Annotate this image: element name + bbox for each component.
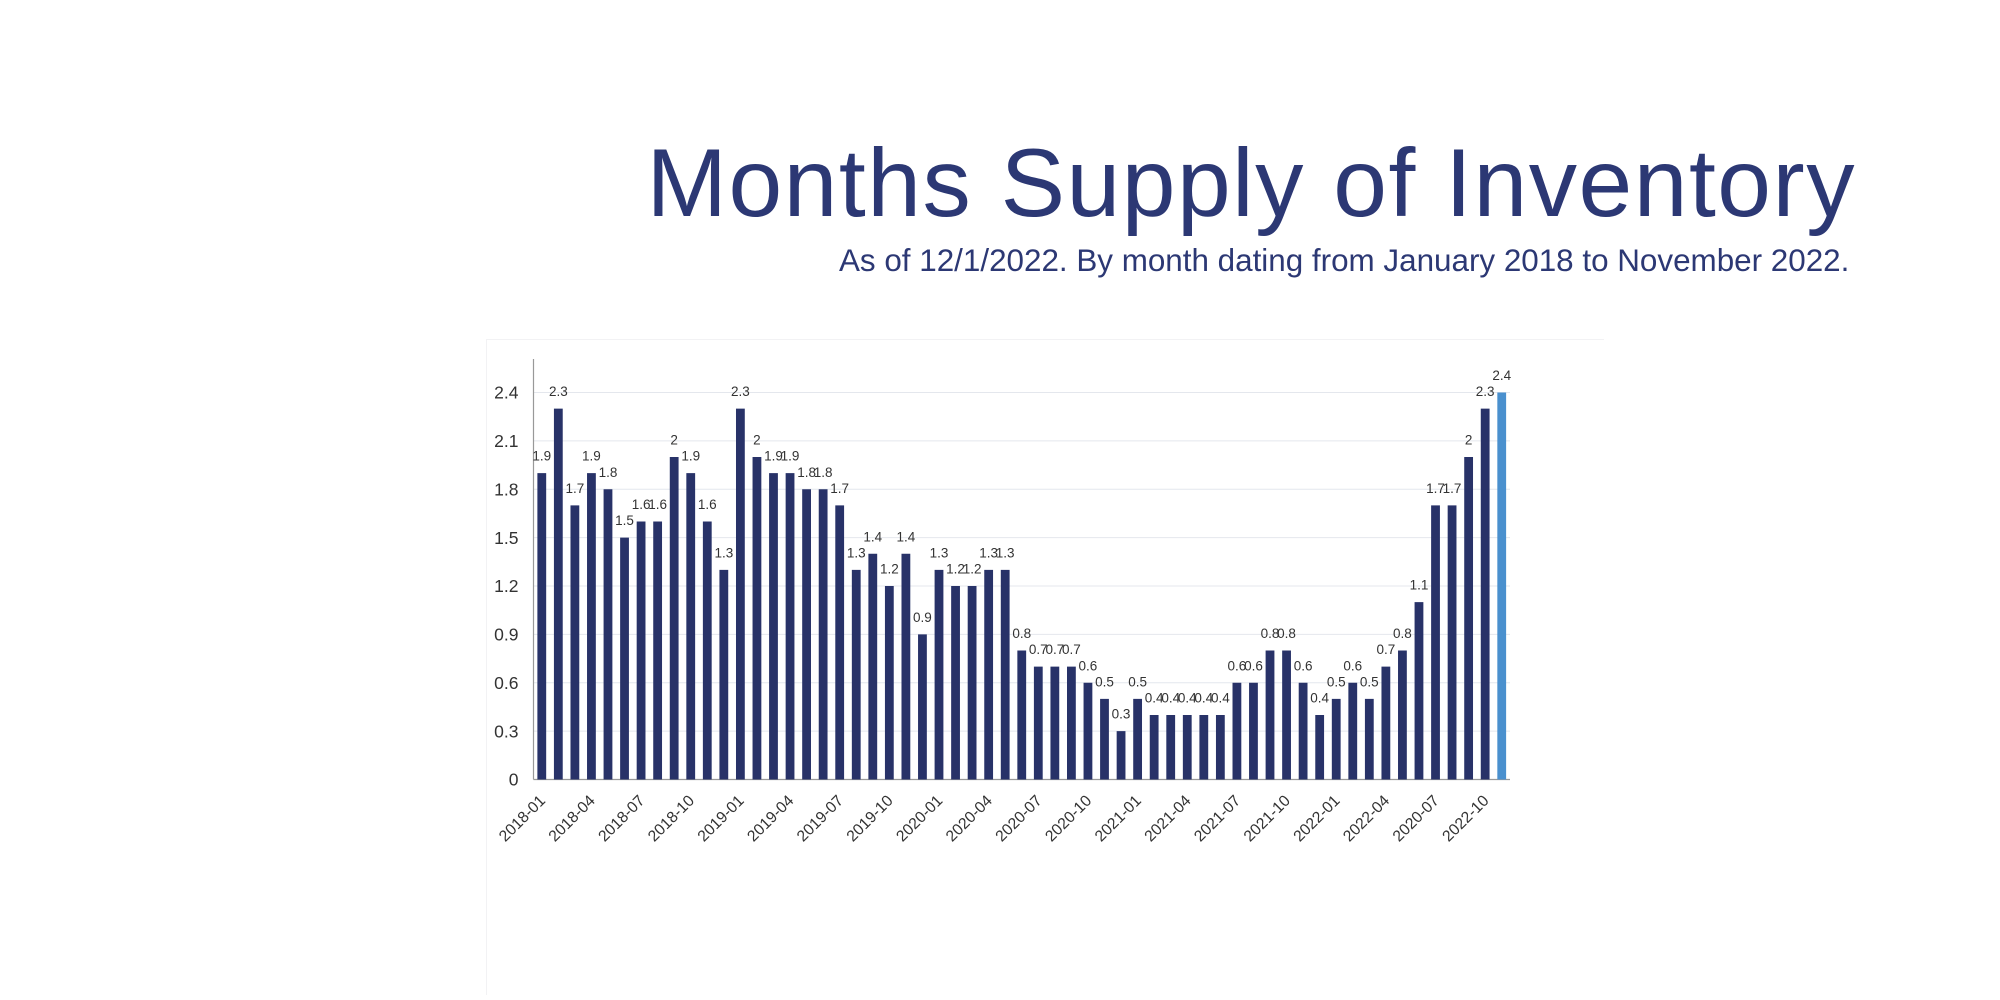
svg-text:1.7: 1.7: [1426, 481, 1445, 496]
svg-text:0.5: 0.5: [1095, 674, 1114, 689]
svg-text:0.4: 0.4: [1145, 691, 1164, 706]
svg-text:2019-10: 2019-10: [844, 792, 897, 845]
svg-text:1.3: 1.3: [979, 545, 998, 560]
svg-text:0.7: 0.7: [1062, 642, 1081, 657]
svg-text:1.9: 1.9: [764, 449, 783, 464]
svg-text:0.9: 0.9: [913, 610, 932, 625]
svg-text:0.5: 0.5: [1327, 674, 1346, 689]
svg-text:0.8: 0.8: [1012, 626, 1031, 641]
svg-text:0.3: 0.3: [494, 721, 518, 741]
svg-text:1.3: 1.3: [847, 545, 866, 560]
svg-text:1.6: 1.6: [698, 497, 717, 512]
svg-text:2: 2: [753, 433, 761, 448]
svg-text:1.4: 1.4: [896, 529, 915, 544]
svg-text:0: 0: [509, 770, 519, 790]
svg-text:1.2: 1.2: [494, 576, 518, 596]
svg-text:2.3: 2.3: [549, 384, 568, 399]
svg-text:0.8: 0.8: [1393, 626, 1412, 641]
svg-text:2021-07: 2021-07: [1191, 792, 1244, 845]
svg-text:1.6: 1.6: [632, 497, 651, 512]
svg-text:1.3: 1.3: [714, 545, 733, 560]
svg-text:1.8: 1.8: [814, 465, 833, 480]
svg-text:1.8: 1.8: [494, 479, 518, 499]
svg-text:1.9: 1.9: [582, 449, 601, 464]
svg-text:1.8: 1.8: [599, 465, 618, 480]
svg-text:2019-01: 2019-01: [695, 792, 748, 845]
svg-text:1.2: 1.2: [963, 562, 982, 577]
svg-text:0.4: 0.4: [1161, 691, 1180, 706]
svg-text:2.4: 2.4: [494, 383, 519, 403]
svg-text:1.7: 1.7: [1443, 481, 1462, 496]
svg-text:2018-01: 2018-01: [496, 792, 549, 845]
svg-text:2021-04: 2021-04: [1142, 792, 1195, 845]
svg-text:2020-04: 2020-04: [943, 792, 996, 845]
svg-text:1.9: 1.9: [532, 449, 551, 464]
svg-text:0.6: 0.6: [1244, 658, 1263, 673]
svg-text:1.6: 1.6: [648, 497, 667, 512]
svg-text:2018-04: 2018-04: [546, 792, 599, 845]
svg-text:2020-07: 2020-07: [1390, 792, 1443, 845]
svg-text:2018-10: 2018-10: [645, 792, 698, 845]
svg-text:0.5: 0.5: [1128, 674, 1147, 689]
svg-text:2.3: 2.3: [731, 384, 750, 399]
svg-text:1.1: 1.1: [1410, 578, 1429, 593]
svg-text:1.4: 1.4: [863, 529, 882, 544]
svg-text:0.6: 0.6: [494, 673, 518, 693]
svg-text:2022-04: 2022-04: [1340, 792, 1393, 845]
svg-text:1.5: 1.5: [615, 513, 634, 528]
svg-text:2019-04: 2019-04: [744, 792, 797, 845]
svg-text:2.1: 2.1: [494, 431, 518, 451]
svg-text:2.3: 2.3: [1476, 384, 1495, 399]
svg-text:0.7: 0.7: [1029, 642, 1048, 657]
svg-text:2022-01: 2022-01: [1291, 792, 1344, 845]
svg-text:2: 2: [670, 433, 678, 448]
svg-text:1.7: 1.7: [830, 481, 849, 496]
svg-text:0.6: 0.6: [1294, 658, 1313, 673]
svg-text:1.9: 1.9: [781, 449, 800, 464]
svg-text:1.2: 1.2: [880, 562, 899, 577]
svg-text:1.3: 1.3: [996, 545, 1015, 560]
svg-text:2020-10: 2020-10: [1042, 792, 1095, 845]
svg-text:1.7: 1.7: [565, 481, 584, 496]
svg-text:0.8: 0.8: [1261, 626, 1280, 641]
svg-text:0.8: 0.8: [1277, 626, 1296, 641]
svg-text:2020-01: 2020-01: [893, 792, 946, 845]
svg-text:2020-07: 2020-07: [993, 792, 1046, 845]
svg-text:2022-10: 2022-10: [1439, 792, 1492, 845]
svg-text:2021-10: 2021-10: [1241, 792, 1294, 845]
svg-text:0.4: 0.4: [1194, 691, 1213, 706]
svg-text:2: 2: [1465, 433, 1473, 448]
svg-text:2019-07: 2019-07: [794, 792, 847, 845]
svg-text:0.6: 0.6: [1079, 658, 1098, 673]
svg-text:0.4: 0.4: [1178, 691, 1197, 706]
svg-text:0.4: 0.4: [1211, 691, 1230, 706]
svg-text:0.3: 0.3: [1112, 707, 1131, 722]
svg-text:0.6: 0.6: [1228, 658, 1247, 673]
svg-text:2021-01: 2021-01: [1092, 792, 1145, 845]
svg-text:0.7: 0.7: [1045, 642, 1064, 657]
svg-text:2018-07: 2018-07: [595, 792, 648, 845]
svg-text:0.7: 0.7: [1376, 642, 1395, 657]
svg-text:0.4: 0.4: [1310, 691, 1329, 706]
svg-text:0.6: 0.6: [1343, 658, 1362, 673]
svg-text:0.9: 0.9: [494, 625, 518, 645]
svg-text:1.9: 1.9: [681, 449, 700, 464]
svg-text:1.3: 1.3: [930, 545, 949, 560]
svg-text:0.5: 0.5: [1360, 674, 1379, 689]
svg-text:1.8: 1.8: [797, 465, 816, 480]
svg-text:1.5: 1.5: [494, 528, 518, 548]
svg-text:2.4: 2.4: [1492, 368, 1511, 383]
svg-text:1.2: 1.2: [946, 562, 965, 577]
